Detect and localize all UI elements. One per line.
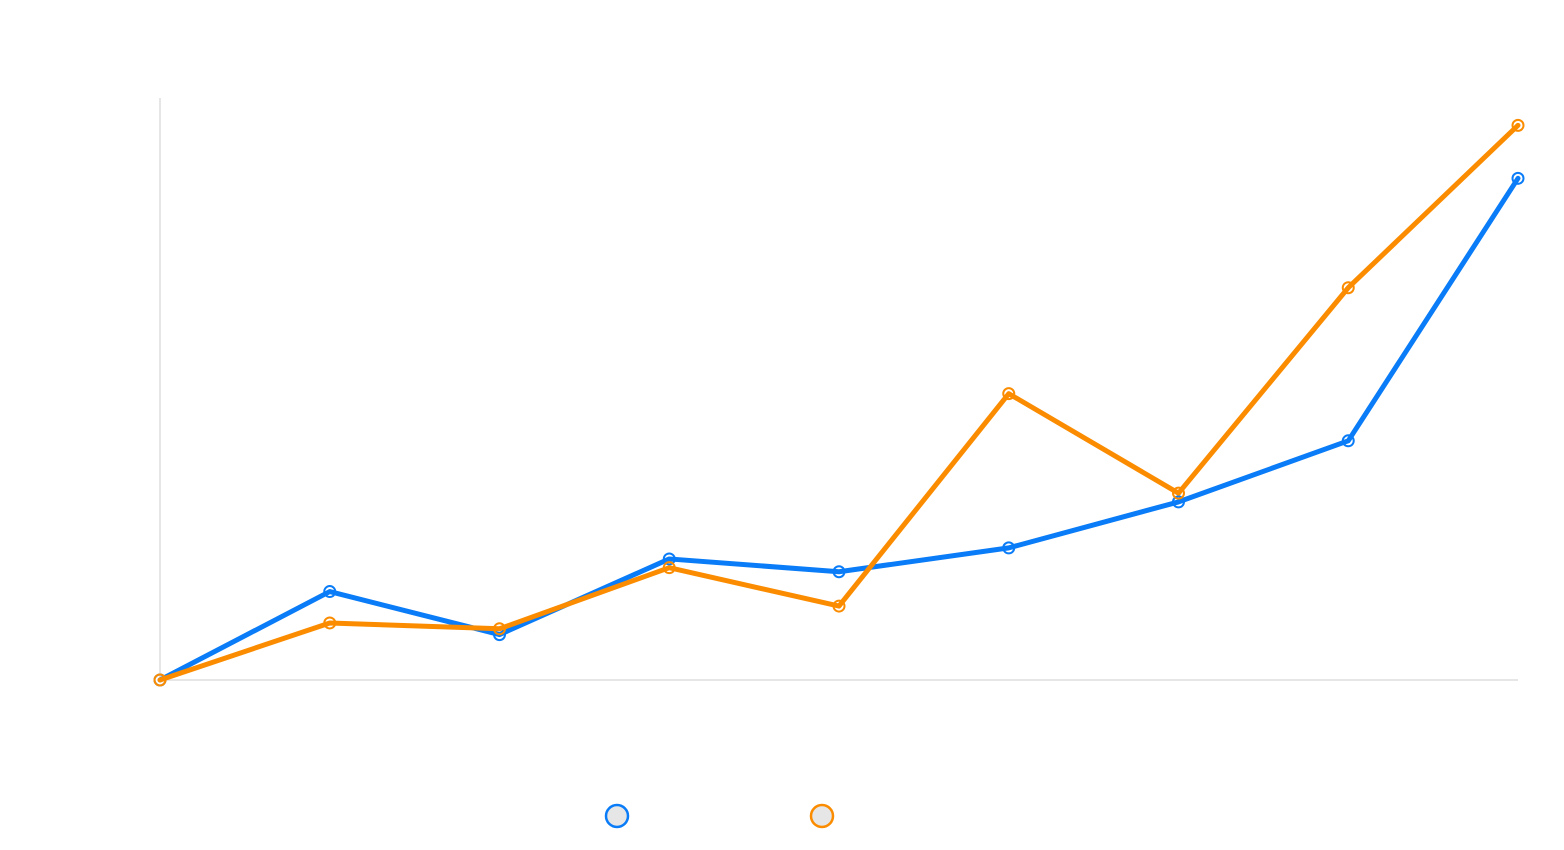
legend-item-2[interactable] [809, 803, 835, 829]
chart-axes [159, 98, 1518, 681]
series-2-point[interactable] [323, 616, 337, 630]
legend-item-1[interactable] [604, 803, 630, 829]
series-1 [153, 171, 1525, 687]
legend-marker-2[interactable] [809, 803, 835, 829]
chart-series-layer [153, 118, 1525, 687]
series-1-point[interactable] [1341, 434, 1355, 448]
series-1-point[interactable] [662, 552, 676, 566]
series-2-point[interactable] [1172, 486, 1185, 500]
series-1-point[interactable] [1002, 541, 1016, 555]
series-1-line [157, 175, 1521, 683]
series-2-point[interactable] [832, 599, 846, 613]
series-2-point[interactable] [493, 622, 506, 636]
series-2-line [157, 122, 1521, 683]
legend-marker-1[interactable] [604, 803, 630, 829]
series-2-point[interactable] [1002, 387, 1016, 401]
series-2 [153, 118, 1525, 687]
series-2-point[interactable] [1341, 281, 1355, 295]
series-1-point[interactable] [832, 565, 846, 579]
series-1-point[interactable] [1511, 171, 1525, 185]
series-2-point[interactable] [153, 673, 167, 687]
series-1-point[interactable] [323, 585, 337, 599]
series-2-point[interactable] [662, 561, 676, 575]
series-2-point[interactable] [1511, 118, 1525, 132]
chart-legend [604, 803, 835, 829]
series-1-point[interactable] [1172, 495, 1185, 509]
